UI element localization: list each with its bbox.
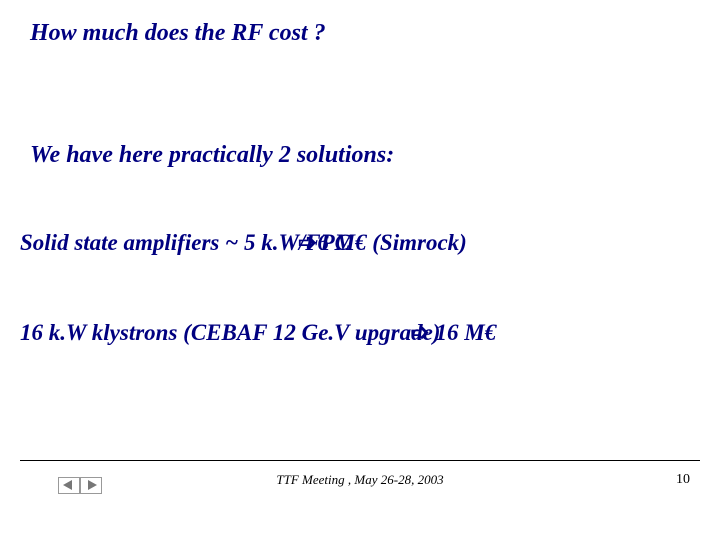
page-number: 10 [676, 472, 690, 488]
slide-title: How much does the RF cost ? [30, 20, 690, 47]
footer-text: TTF Meeting , May 26-28, 2003 [0, 472, 720, 488]
line3-prefix: 16 k.W klystrons (CEBAF 12 Ge.V upgrade) [20, 320, 440, 345]
body-line-3: 16 k.W klystrons (CEBAF 12 Ge.V upgrade)… [20, 320, 700, 346]
body-line-2: Solid state amplifiers ~ 5 k.W/FPC➩6 M€ … [20, 230, 700, 256]
body-line-1: We have here practically 2 solutions: [30, 142, 690, 169]
footer-divider [20, 460, 700, 461]
line2-suffix: 6 M€ (Simrock) [317, 230, 467, 255]
slide: How much does the RF cost ? We have here… [0, 0, 720, 540]
arrow-icon: ➩ [298, 230, 317, 255]
line3-suffix: 16 M€ [430, 320, 496, 345]
arrow-icon: ➩ [410, 320, 429, 345]
